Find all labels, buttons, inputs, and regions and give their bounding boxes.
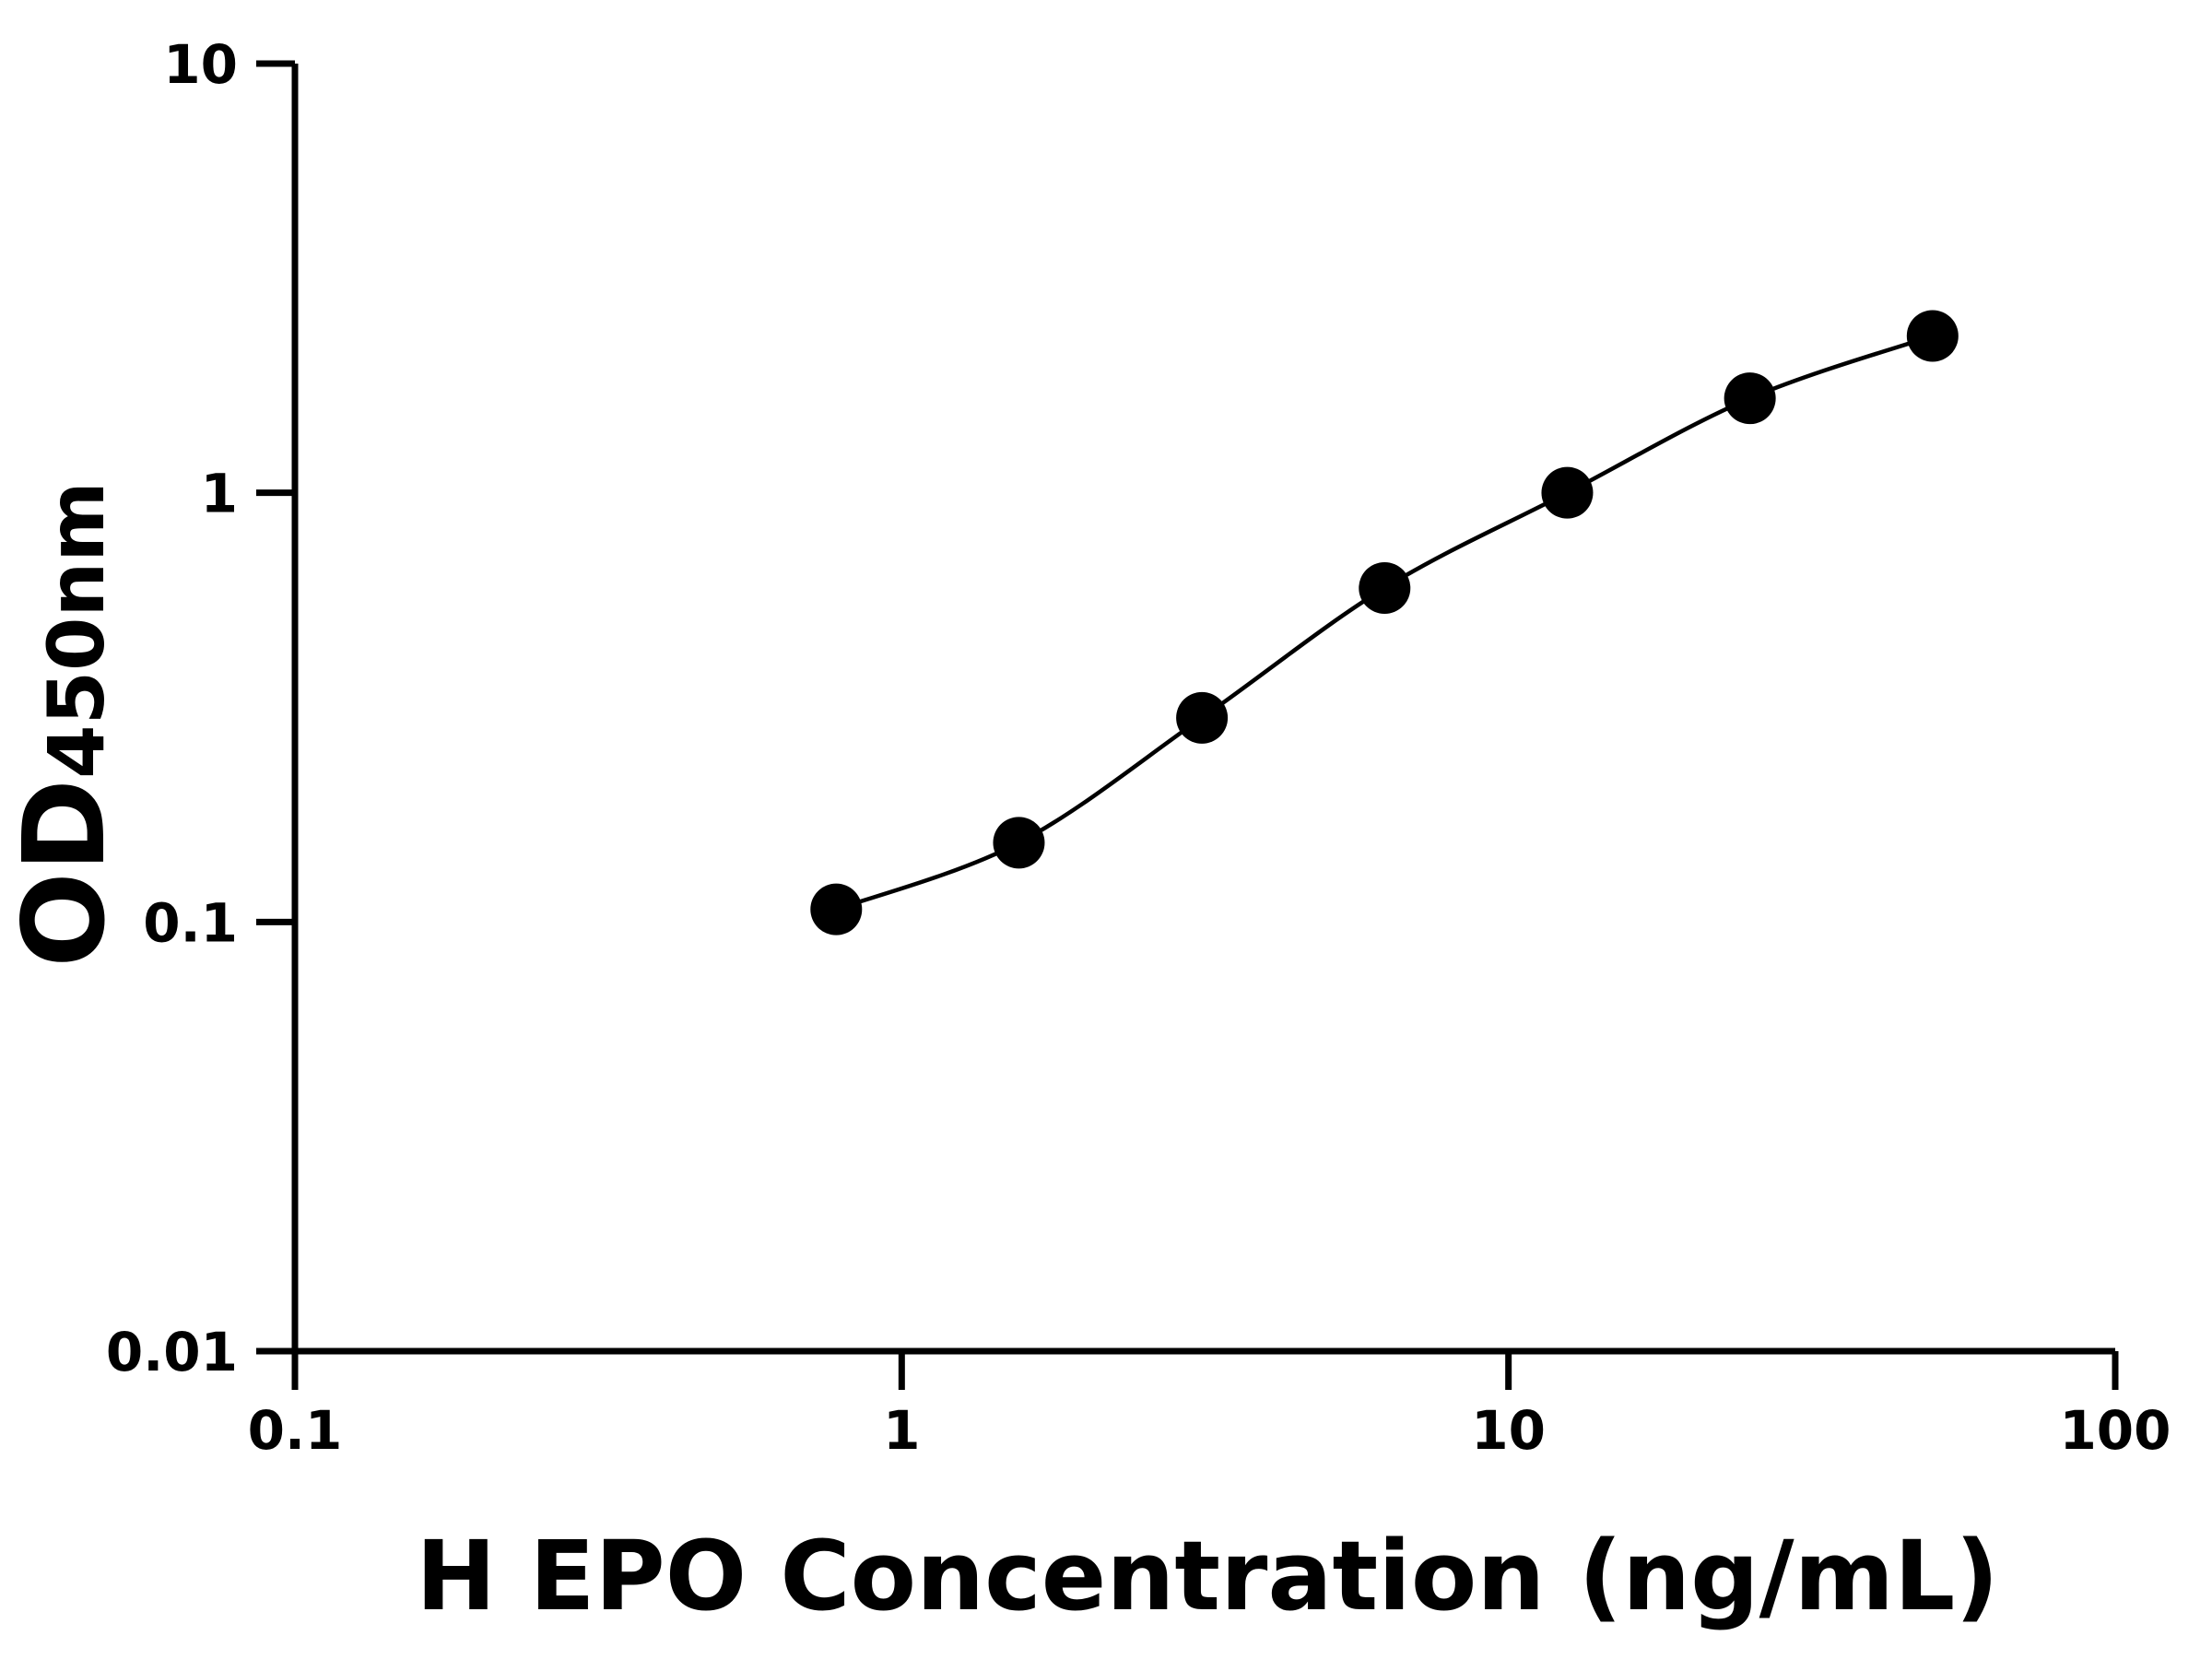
data-point	[810, 883, 863, 935]
y-axis-label-main: OD	[0, 779, 130, 968]
data-point	[1359, 561, 1411, 614]
data-point	[1176, 691, 1229, 744]
fit-curve	[835, 334, 1934, 912]
x-tick-label: 10	[1471, 1399, 1546, 1462]
x-tick-label: 0.1	[248, 1399, 343, 1462]
y-tick-label: 0.01	[106, 1321, 238, 1383]
y-tick-label: 0.1	[143, 891, 238, 954]
y-tick-label: 10	[163, 33, 238, 96]
x-tick-label: 1	[883, 1399, 920, 1462]
y-tick-label: 1	[201, 463, 238, 525]
data-point	[993, 817, 1045, 869]
x-tick-label: 100	[2059, 1399, 2171, 1462]
data-point	[1541, 466, 1594, 519]
data-point	[1906, 310, 1959, 362]
y-axis-label: OD450nm	[0, 481, 130, 968]
x-axis-label: H EPO Concentration (ng/mL)	[416, 1520, 1999, 1632]
y-axis-label-subscript: 450nm	[31, 481, 122, 779]
data-point	[1724, 372, 1776, 425]
